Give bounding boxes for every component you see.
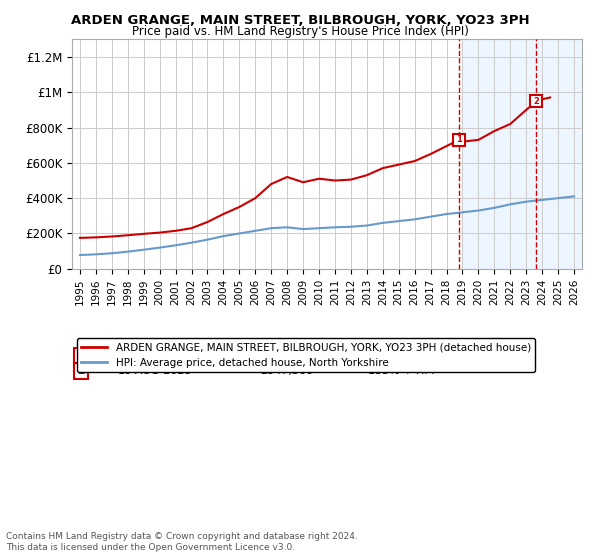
- Legend: ARDEN GRANGE, MAIN STREET, BILBROUGH, YORK, YO23 3PH (detached house), HPI: Aver: ARDEN GRANGE, MAIN STREET, BILBROUGH, YO…: [77, 338, 535, 372]
- Text: 133% ↑ HPI: 133% ↑ HPI: [368, 366, 434, 376]
- Text: 2: 2: [77, 366, 85, 376]
- Text: 1: 1: [456, 136, 462, 144]
- Text: 2: 2: [533, 97, 539, 106]
- Text: ARDEN GRANGE, MAIN STREET, BILBROUGH, YORK, YO23 3PH: ARDEN GRANGE, MAIN STREET, BILBROUGH, YO…: [71, 14, 529, 27]
- Bar: [463, 39, 582, 269]
- Text: 121% ↑ HPI: 121% ↑ HPI: [368, 351, 434, 361]
- Text: £947,500: £947,500: [260, 366, 314, 376]
- Text: 12-OCT-2018: 12-OCT-2018: [118, 351, 191, 361]
- Text: Contains HM Land Registry data © Crown copyright and database right 2024.
This d: Contains HM Land Registry data © Crown c…: [6, 532, 358, 552]
- Text: 1: 1: [77, 351, 85, 361]
- Text: 18-AUG-2023: 18-AUG-2023: [118, 366, 193, 376]
- Text: £730,000: £730,000: [260, 351, 313, 361]
- Text: Price paid vs. HM Land Registry's House Price Index (HPI): Price paid vs. HM Land Registry's House …: [131, 25, 469, 38]
